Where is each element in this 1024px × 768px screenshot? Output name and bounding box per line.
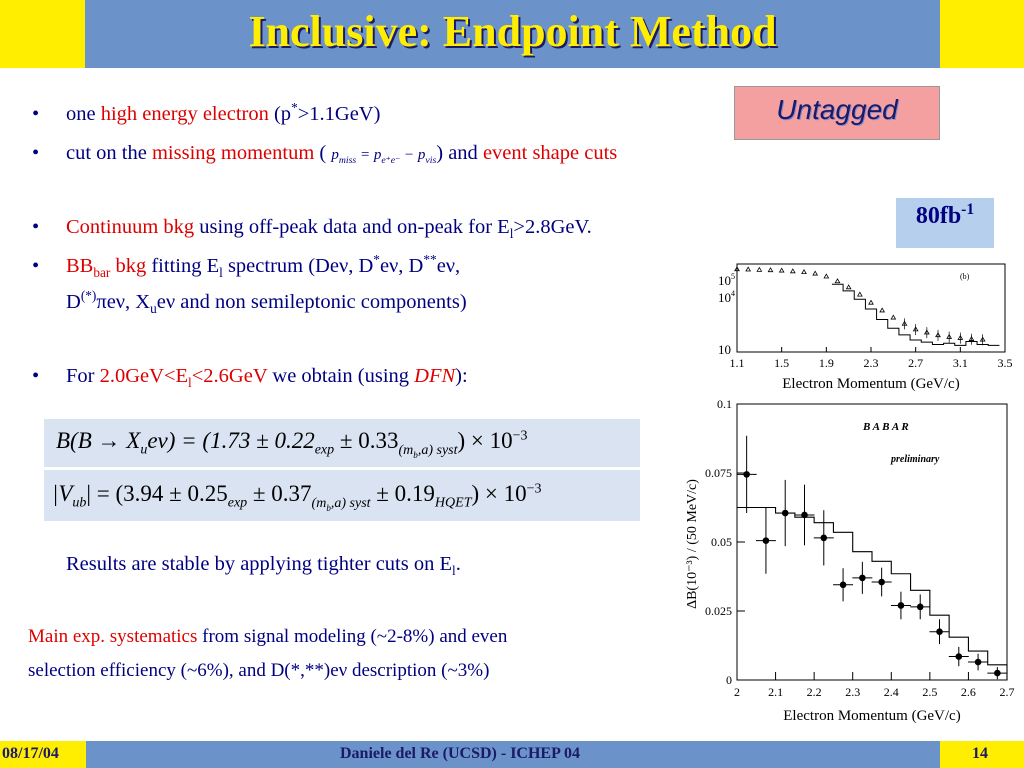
x-tick-label: 2.1 (768, 685, 783, 699)
data-point (878, 578, 885, 586)
onpeak-point (845, 284, 852, 290)
y-tick-label: 0.075 (705, 466, 732, 480)
untagged-label: Untagged (776, 94, 898, 125)
y-tick-label: 10 (718, 342, 731, 357)
data-point (955, 653, 963, 660)
x-tick-label: 2.3 (845, 685, 860, 699)
y-tick-label: 0.05 (711, 535, 732, 549)
onpeak-point (745, 266, 752, 272)
x-tick-label: 1.5 (774, 356, 789, 370)
differential-branching-plot: 2 2.1 2.2 2.3 2.4 2.5 2.6 2.7 0 0.025 0.05 0.075 0.1… (672, 394, 1024, 729)
y-tick-label: 104 (718, 289, 735, 305)
panel-label: (b) (960, 272, 970, 281)
onpeak-point (778, 267, 785, 273)
data-point (859, 574, 866, 582)
onpeak-point (756, 266, 763, 272)
onpeak-point (856, 291, 863, 297)
x-tick-label: 2.5 (922, 685, 937, 699)
data-point (916, 603, 924, 611)
y-tick-label: 105 (718, 272, 735, 288)
onpeak-point (879, 307, 886, 313)
onpeak-point (801, 269, 807, 275)
y-tick-label: 0 (726, 673, 732, 687)
y-axis-title: ΔB(10⁻³) / (50 MeV/c) (685, 479, 700, 609)
data-point (839, 581, 847, 589)
data-point (762, 537, 770, 544)
bullet-5: • For 2.0GeV<El<2.6GeV we obtain (using D… (32, 365, 468, 391)
y-tick-label: 0.025 (705, 604, 732, 618)
data-point (936, 628, 943, 635)
background-histogram (831, 283, 1000, 346)
formula-vub: |Vub| = (3.94 ± 0.25exp ± 0.37(mb,a) sys… (52, 481, 542, 513)
x-tick-label: 2.2 (807, 685, 822, 699)
onpeak-point (890, 314, 897, 320)
bullet-4-continued: D(*)πeν, Xueν and non semileptonic compo… (66, 288, 467, 317)
systematics-line-2: selection efficiency (~6%), and D(*,**)e… (28, 660, 490, 681)
x-tick-label: 2.3 (864, 356, 879, 370)
title-box (85, 0, 940, 68)
x-tick-label: 2.7 (908, 356, 923, 370)
footer-page-box (940, 741, 1024, 768)
data-point (820, 534, 828, 542)
results-note: Results are stable by applying tighter c… (66, 553, 461, 579)
formula-divider (44, 467, 640, 470)
x-tick-label: 1.1 (730, 356, 745, 370)
data-point (994, 669, 1001, 677)
footer-author: Daniele del Re (UCSD) - ICHEP 04 (340, 745, 580, 762)
x-tick-label: 3.5 (998, 356, 1013, 370)
footer-date-box (0, 741, 86, 768)
formula-branching-fraction: B(B → Xueν) = (1.73 ± 0.22exp ± 0.33(mb,… (56, 428, 528, 460)
data-point (743, 471, 750, 478)
data-point (801, 511, 808, 519)
x-tick-label: 2.7 (1000, 685, 1015, 699)
x-axis-title: Electron Momentum (GeV/c) (783, 708, 960, 724)
x-tick-label: 2.4 (884, 685, 899, 699)
footer-bar (0, 741, 1024, 768)
onpeak-point (734, 266, 740, 272)
footer-date: 08/17/04 (2, 745, 59, 762)
preliminary-label: preliminary (890, 454, 940, 465)
onpeak-point (812, 270, 819, 276)
onpeak-point (789, 268, 796, 274)
luminosity-badge (896, 198, 994, 248)
page-number: 14 (972, 745, 988, 762)
data-point (781, 509, 789, 517)
bullet-1: • one high energy electron (p*>1.1GeV) (32, 100, 381, 125)
x-tick-label: 3.1 (953, 356, 968, 370)
systematics-line-1: Main exp. systematics from signal modeli… (28, 626, 508, 647)
bullet-4: • BBbar bkg fitting El spectrum (Deν, D*e… (32, 252, 461, 281)
x-tick-label: 2 (734, 685, 740, 699)
onpeak-point (868, 299, 874, 305)
electron-spectrum-plot: 1.1 1.5 1.9 2.3 2.7 3.1 3.5 (b) 105 104 10 Ele… (718, 258, 1024, 394)
untagged-badge (734, 86, 940, 140)
onpeak-point (834, 278, 841, 284)
pmiss-equation: pmiss = pe⁺e⁻ − pvis (331, 147, 437, 166)
x-tick-label: 2.6 (961, 685, 976, 699)
bullet-2: • cut on the missing momentum ( pmiss = p… (32, 142, 618, 166)
luminosity-label: 80fb-1 (915, 201, 975, 229)
x-tick-label: 1.9 (819, 356, 834, 370)
bullet-3: • Continuum bkg using off-peak data and o… (32, 216, 592, 242)
onpeak-point (823, 273, 830, 279)
slide-title: Inclusive: Endpoint Method (248, 7, 777, 56)
onpeak-point (767, 267, 774, 273)
experiment-label: B A B A R (862, 421, 909, 433)
data-point (897, 602, 905, 609)
result-formula-box (44, 419, 640, 521)
x-axis-title: Electron Momentum (GeV/c) (782, 376, 959, 392)
y-tick-label: 0.1 (717, 397, 732, 411)
data-point (974, 658, 982, 666)
